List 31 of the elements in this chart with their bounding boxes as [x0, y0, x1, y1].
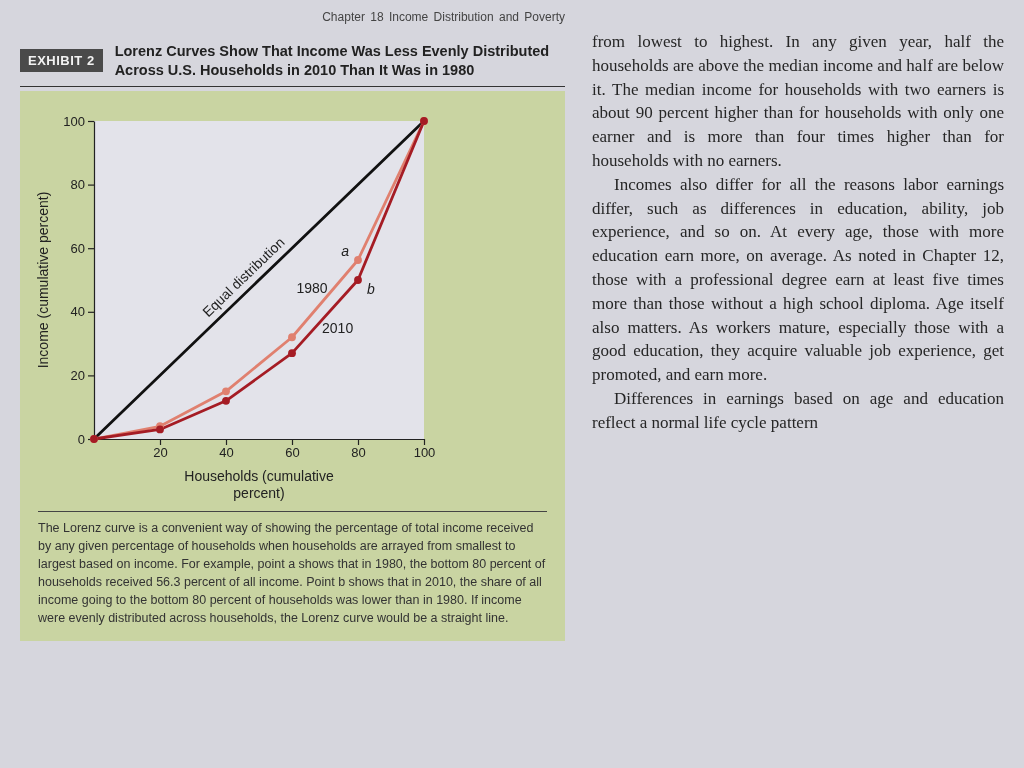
- text: from lowest to highest. In any given year, half the households are above the median income and half are below it. The median income for households with two earners is about 90 percent higher than for households with only one earner and is more than four times higher than for households with no earners.: [592, 31, 1004, 172]
- point: [222, 396, 230, 405]
- x-tick-label: 80: [351, 444, 366, 460]
- y-tick-label: 20: [70, 367, 85, 383]
- x-tick-label: 100: [413, 444, 436, 460]
- chart-title: Lorenz Curves Show That Income Was Less Evenly Distributed Across U.S. Households in 2010 Than It Was in 1980: [114, 42, 551, 80]
- series-label: 2010: [322, 319, 354, 336]
- point: [354, 255, 362, 264]
- point: [288, 333, 296, 341]
- text: Differences in earnings based on age and education reflect a normal life cycle pattern: [592, 387, 1004, 434]
- point: [354, 275, 362, 284]
- text: EXHIBIT 2: [28, 53, 95, 69]
- text: The Lorenz curve is a convenient way of showing the percentage of total income received by any given percentage of households when households are arrayed from smallest to largest based on income. For example, point a shows that in 1980, the bottom 80 percent of households received 56.3 percent of all income. Point b shows that in 2010, the share of all income going to the bottom 80 percent of households was lower than in 1980. If income were evenly distributed across households, the Lorenz curve would be a straight line.: [38, 520, 546, 626]
- x-tick-label: 60: [285, 444, 300, 460]
- point: [156, 425, 164, 434]
- series-label: 1980: [296, 279, 328, 296]
- y-tick-label: 0: [77, 431, 85, 447]
- point: [222, 387, 230, 395]
- annotation: b: [367, 280, 375, 297]
- x-tick-label: 40: [219, 444, 234, 460]
- y-tick-label: 60: [70, 240, 85, 256]
- y-axis-title: Income (cumulative percent): [35, 191, 51, 369]
- x-tick-label: 20: [153, 444, 168, 460]
- text: Chapter 18 Income Distribution and Poverty: [322, 10, 565, 24]
- text: Incomes also differ for all the reasons labor earnings differ, such as differences in education, ability, job experience, and so on. At every age, those with more education earn more, on average. As noted in Chapter 12, those with a professional degree earn at least five times more than those without a high school diploma. Age itself also matters. As workers mature, especially those with a good education, they acquire valuable job experience, get promoted, and earn more.: [592, 174, 1004, 385]
- x-axis-title: Households (cumulative percent): [184, 467, 334, 501]
- y-tick-label: 80: [70, 176, 85, 192]
- point: [288, 348, 296, 357]
- y-tick-label: 100: [63, 113, 85, 129]
- y-tick-label: 40: [70, 304, 85, 320]
- annotation: a: [341, 242, 350, 259]
